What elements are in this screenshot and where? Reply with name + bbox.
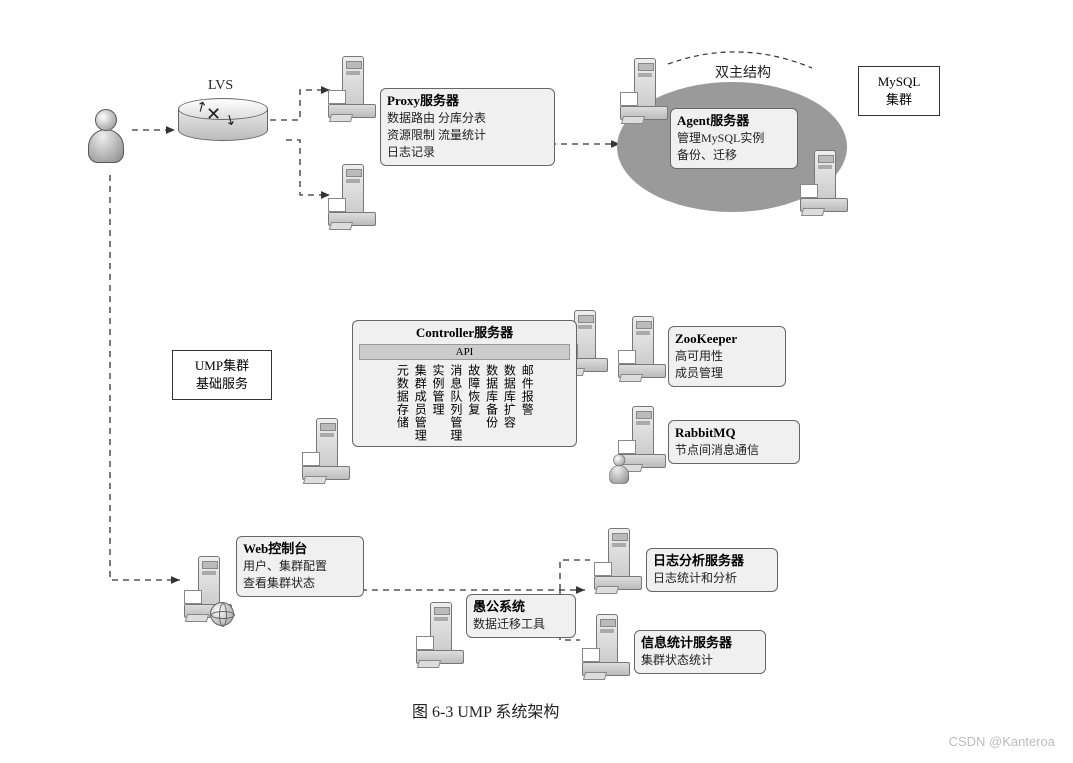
rmq-line: 节点间消息通信 (675, 443, 759, 457)
server-icon (328, 56, 376, 124)
yugong-title: 愚公系统 (473, 599, 569, 616)
zk-title: ZooKeeper (675, 331, 779, 348)
agent-line: 管理MySQL实例 (677, 131, 764, 145)
server-icon (618, 316, 666, 384)
stats-box: 信息统计服务器 集群状态统计 (634, 630, 766, 674)
agent-title: Agent服务器 (677, 113, 791, 130)
ctl-col: 集群成员管理 (414, 364, 427, 442)
controller-box: Controller服务器 API 元数据存储 集群成员管理 实例管理 消息队列… (352, 320, 577, 447)
globe-icon (210, 602, 234, 626)
agent-box: Agent服务器 管理MySQL实例 备份、迁移 (670, 108, 798, 169)
yugong-line: 数据迁移工具 (473, 617, 545, 631)
proxy-title: Proxy服务器 (387, 93, 548, 110)
zk-line: 高可用性 (675, 349, 723, 363)
web-console-box: Web控制台 用户、集群配置 查看集群状态 (236, 536, 364, 597)
proxy-line: 日志记录 (387, 145, 435, 159)
proxy-line: 资源限制 流量统计 (387, 128, 486, 142)
user-icon (82, 105, 132, 175)
web-title: Web控制台 (243, 541, 357, 558)
server-icon (328, 164, 376, 232)
log-title: 日志分析服务器 (653, 553, 771, 570)
server-icon (582, 614, 630, 682)
web-line: 用户、集群配置 (243, 559, 327, 573)
ctl-col: 消息队列管理 (449, 364, 462, 442)
user-sm-icon (606, 452, 634, 491)
web-line: 查看集群状态 (243, 576, 315, 590)
rmq-title: RabbitMQ (675, 425, 793, 442)
lvs-label: LVS (208, 78, 233, 94)
zk-line: 成员管理 (675, 366, 723, 380)
dual-master-label: 双主结构 (715, 62, 771, 82)
proxy-box: Proxy服务器 数据路由 分库分表 资源限制 流量统计 日志记录 (380, 88, 555, 166)
mysql-sub: 集群 (886, 92, 912, 107)
mysql-box: MySQL 集群 (858, 66, 940, 116)
loganalysis-box: 日志分析服务器 日志统计和分析 (646, 548, 778, 592)
server-icon (594, 528, 642, 596)
ctl-col: 实例管理 (431, 364, 444, 416)
figure-caption: 图 6-3 UMP 系统架构 (412, 698, 559, 722)
ctl-col: 数据库备份 (485, 364, 498, 429)
controller-api: API (359, 344, 570, 360)
server-icon (416, 602, 464, 670)
rabbitmq-box: RabbitMQ 节点间消息通信 (668, 420, 800, 464)
ump-box: UMP集群 基础服务 (172, 350, 272, 400)
server-icon (620, 58, 668, 126)
ctl-col: 故障恢复 (467, 364, 480, 416)
server-icon (302, 418, 350, 486)
stats-line: 集群状态统计 (641, 653, 713, 667)
ump-line: UMP集群 (195, 358, 249, 373)
ump-line: 基础服务 (196, 376, 248, 391)
stats-title: 信息统计服务器 (641, 635, 759, 652)
ctl-col: 数据库扩容 (503, 364, 516, 429)
agent-line: 备份、迁移 (677, 148, 737, 162)
watermark: CSDN @Kanteroa (949, 734, 1055, 749)
proxy-line: 数据路由 分库分表 (387, 111, 486, 125)
server-icon (800, 150, 848, 218)
log-line: 日志统计和分析 (653, 571, 737, 585)
controller-title: Controller服务器 (359, 325, 570, 342)
diagram-canvas: LVS ✕ ↗ ↘ Proxy服务器 数据路由 分库分表 资源限制 流量统计 日… (0, 0, 1073, 763)
mysql-title: MySQL (878, 74, 921, 89)
zookeeper-box: ZooKeeper 高可用性 成员管理 (668, 326, 786, 387)
yugong-box: 愚公系统 数据迁移工具 (466, 594, 576, 638)
ctl-col: 元数据存储 (396, 364, 409, 429)
ctl-col: 邮件报警 (521, 364, 534, 416)
